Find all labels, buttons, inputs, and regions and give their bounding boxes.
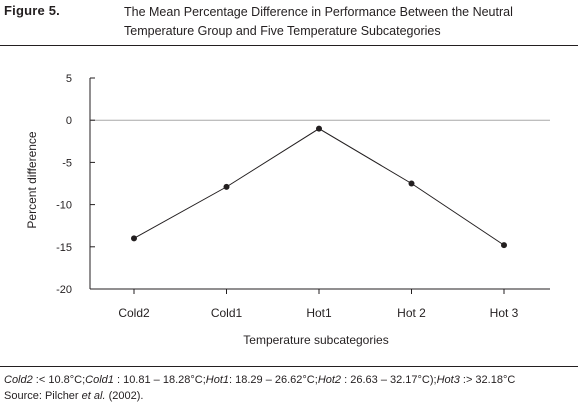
footnote-range: :> 32.18°C	[459, 374, 516, 386]
figure-footnote: Cold2 :< 10.8°C;Cold1 : 10.81 – 18.28°C;…	[4, 373, 578, 388]
x-tick-label: Cold1	[211, 306, 243, 320]
y-tick-label: 5	[66, 73, 72, 85]
x-tick-label: Hot1	[306, 306, 332, 320]
source-italic: et al.	[81, 390, 106, 402]
y-tick-label: -15	[56, 242, 72, 254]
footnote-term: Hot2	[317, 374, 342, 386]
y-tick-label: -5	[62, 157, 72, 169]
footnote-term: Cold1	[85, 374, 114, 386]
figure-source: Source: Pilcher et al. (2002).	[4, 389, 143, 404]
footnote-range: : 10.81 – 18.28°C;	[113, 374, 206, 386]
footnote-range: : 26.63 – 32.17°C);	[341, 374, 437, 386]
y-tick-label: -20	[56, 284, 72, 296]
source-prefix: Source: Pilcher	[4, 390, 82, 402]
x-tick-label: Cold2	[118, 306, 150, 320]
data-point	[408, 180, 415, 187]
data-point	[316, 125, 322, 132]
x-axis-label: Temperature subcategories	[243, 333, 388, 347]
series-line	[133, 128, 505, 246]
footnote-range: : 18.29 – 26.62°C;	[229, 374, 318, 386]
figure-title: The Mean Percentage Difference in Perfor…	[124, 5, 513, 38]
data-point	[223, 183, 230, 190]
footnote-term: Hot1	[205, 374, 230, 386]
top-rule	[0, 45, 578, 46]
footnote-range: :< 10.8°C;	[32, 374, 86, 386]
y-tick-label: 0	[66, 115, 72, 127]
x-tick-label: Hot 3	[490, 306, 519, 320]
source-suffix: (2002).	[105, 390, 144, 402]
y-axis-ticks: 5 0 -5 -10 -15 -20	[56, 73, 95, 296]
data-series	[131, 125, 507, 249]
figure-label: Figure 5.	[4, 3, 60, 18]
y-tick-label: -10	[56, 200, 72, 212]
x-tick-label: Hot 2	[397, 306, 426, 320]
line-chart: 5 0 -5 -10 -15 -20 Cold2 Cold1 Hot1 Hot 2 Hot 3 T…	[25, 73, 550, 347]
data-point	[501, 242, 507, 249]
y-axis-label: Percent difference	[25, 131, 39, 228]
x-axis-ticks: Cold2 Cold1 Hot1 Hot 2 Hot 3	[118, 289, 519, 320]
footnote-term: Hot3	[436, 374, 460, 386]
footnote-term: Cold2	[4, 374, 33, 386]
bottom-rule	[0, 366, 578, 367]
data-point	[131, 235, 137, 242]
chart-axes	[89, 78, 550, 290]
